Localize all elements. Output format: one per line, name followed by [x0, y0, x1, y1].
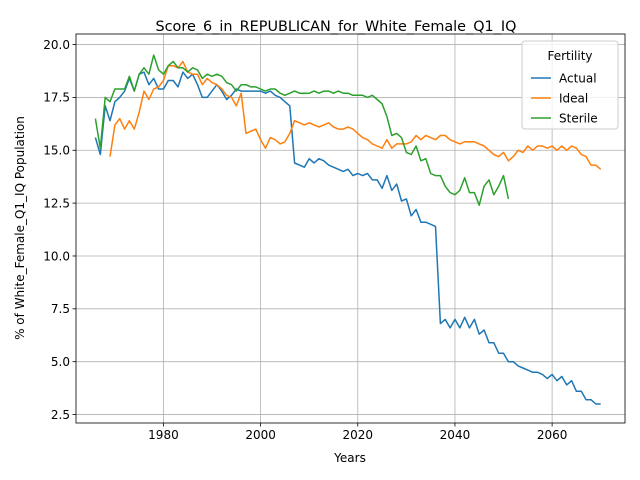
plot-frame — [75, 33, 626, 424]
y-tick-label: 12.5 — [43, 196, 70, 210]
x-axis-ticks: 1980 2000 2020 2040 2060 — [148, 423, 567, 442]
legend: Fertility Actual Ideal Sterile — [521, 40, 619, 130]
legend-label-sterile: Sterile — [559, 111, 598, 125]
legend-label-actual: Actual — [559, 71, 597, 85]
x-tick-label: 2000 — [245, 428, 276, 442]
x-tick-label: 2040 — [440, 428, 471, 442]
legend-title: Fertility — [547, 49, 592, 63]
x-tick-label: 1980 — [148, 428, 179, 442]
x-tick-label: 2020 — [343, 428, 374, 442]
x-axis-label: Years — [333, 451, 366, 465]
legend-label-ideal: Ideal — [559, 91, 588, 105]
series-line-sterile — [94, 54, 510, 206]
y-axis-label: % of White_Female_Q1_IQ Population — [13, 116, 27, 340]
y-tick-label: 7.5 — [51, 302, 70, 316]
y-tick-label: 5.0 — [51, 355, 70, 369]
y-tick-label: 15.0 — [43, 144, 70, 158]
series-line-ideal — [109, 60, 602, 170]
series-lines — [94, 54, 602, 405]
series-line-actual — [94, 71, 601, 405]
x-tick-label: 2060 — [537, 428, 568, 442]
y-tick-label: 20.0 — [43, 38, 70, 52]
chart-title: Score_6_in_REPUBLICAN_for_White_Female_Q… — [156, 19, 517, 35]
y-tick-label: 2.5 — [51, 408, 70, 422]
y-tick-label: 10.0 — [43, 249, 70, 263]
legend-box — [521, 40, 619, 130]
y-tick-label: 17.5 — [43, 91, 70, 105]
y-axis-ticks: 2.5 5.0 7.5 10.0 12.5 15.0 17.5 20.0 — [43, 38, 76, 422]
